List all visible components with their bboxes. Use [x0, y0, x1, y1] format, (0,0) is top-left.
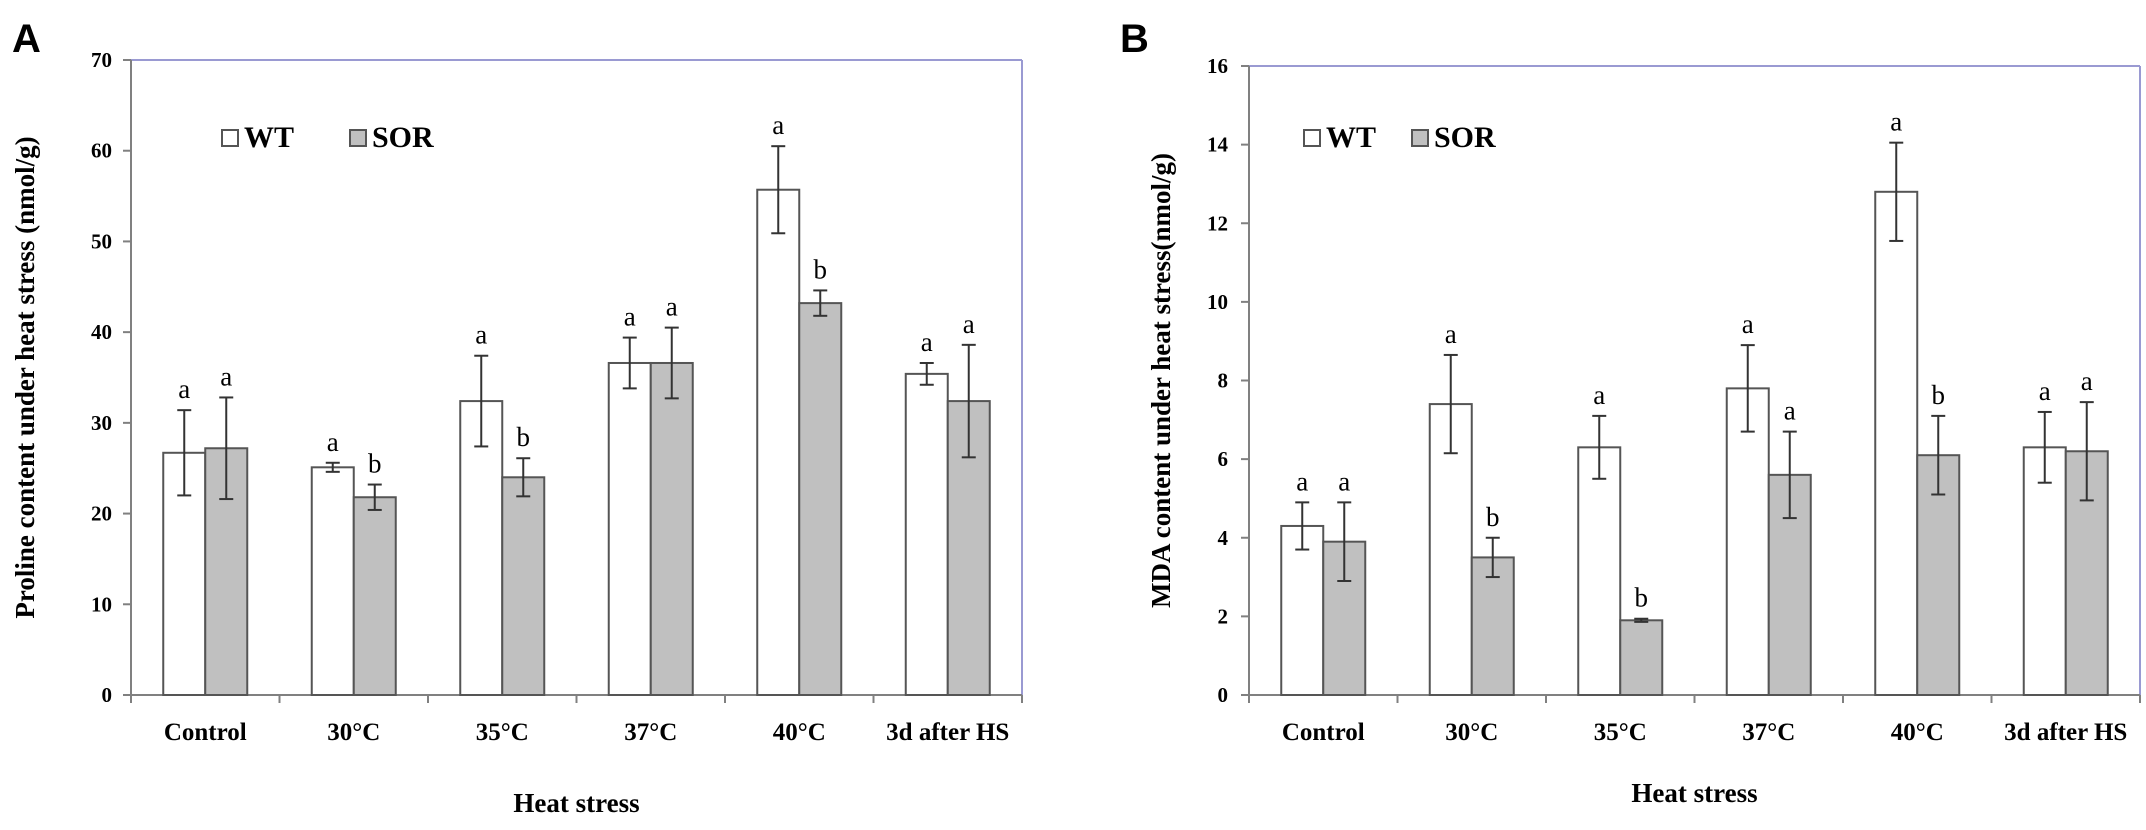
panel-b-y-tick-label: 8 [1218, 369, 1229, 393]
panel-b-y-axis-title: MDA content under heat stress(nmol/g) [1146, 153, 1176, 608]
panel-a-legend-label-sor: SOR [372, 121, 434, 154]
panel-b-significance-label: b [1635, 583, 1649, 613]
panel-a-y-tick-label: 10 [91, 592, 112, 616]
panel-a-legend-label-wt: WT [244, 121, 294, 154]
panel-a-x-tick-label: 30°C [327, 719, 380, 746]
panel-b-bar-sor [1619, 619, 1664, 697]
panel-a-significance-label: b [517, 422, 531, 452]
panel-b-significance-label: a [1890, 107, 1902, 137]
panel-b-x-tick-label: 40°C [1891, 719, 1944, 746]
panel-a-significance-label: a [475, 320, 487, 350]
panel-a-x-axis-title: Heat stress [513, 788, 639, 818]
panel-b-significance-label: a [1784, 396, 1796, 426]
panel-b-x-tick-label: 35°C [1594, 719, 1647, 746]
panel-a-bar-wt [756, 188, 801, 696]
panel-a-bar-wt [904, 372, 949, 696]
panel-b-significance-label: a [1742, 309, 1754, 339]
panel-b-x-axis-title: Heat stress [1631, 778, 1757, 808]
panel-a-y-tick-label: 30 [91, 411, 112, 435]
panel-a-bar-sor [798, 302, 843, 696]
panel-a-x-tick-label: 3d after HS [886, 719, 1009, 746]
panel-b-bar-wt [1577, 446, 1622, 696]
panel-a-bar-wt [607, 361, 652, 696]
panel-b-legend-swatch-wt [1303, 129, 1321, 147]
panel-b-x-tick-label: Control [1282, 719, 1365, 746]
panel-b-bar-wt [1280, 524, 1325, 696]
panel-b-significance-label: a [2081, 366, 2093, 396]
panel-b-significance-label: a [1445, 319, 1457, 349]
panel-b-significance-label: a [1338, 466, 1350, 496]
panel-b-y-tick-label: 12 [1207, 211, 1228, 235]
panel-b-x-tick-label: 3d after HS [2004, 719, 2127, 746]
panel-a-bar-sor [352, 496, 397, 696]
panel-a-letter: A [12, 17, 41, 61]
panel-a-significance-label: a [327, 427, 339, 457]
panel-b-significance-label: b [1486, 502, 1500, 532]
panel-a-bar-wt [310, 466, 355, 696]
panel-b-bar-wt [1725, 387, 1770, 696]
panel-a-bar-sor [501, 476, 546, 696]
panel-b-y-tick-label: 6 [1218, 447, 1229, 471]
panel-a-y-tick-label: 0 [102, 683, 113, 707]
panel-a-significance-label: b [814, 254, 828, 284]
panel-b-y-tick-label: 14 [1207, 133, 1229, 157]
panel-a-significance-label: a [178, 374, 190, 404]
panel-a-bar-sor [649, 361, 694, 696]
panel-a-x-tick-label: 35°C [476, 719, 529, 746]
panel-b-significance-label: a [1593, 380, 1605, 410]
panel-a-y-tick-label: 40 [91, 320, 112, 344]
panel-b-legend-swatch-sor [1411, 129, 1429, 147]
panel-b-y-tick-label: 4 [1218, 526, 1229, 550]
panel-a-significance-label: a [666, 292, 678, 322]
panel-a-bar-wt [459, 400, 504, 696]
panel-a-legend-swatch-wt [221, 129, 239, 147]
panel-b-significance-label: a [1296, 466, 1308, 496]
panel-a-significance-label: a [921, 327, 933, 357]
panel-b-x-tick-label: 37°C [1742, 719, 1795, 746]
panel-b-y-tick-label: 2 [1218, 604, 1229, 628]
panel-a-significance-label: a [220, 361, 232, 391]
panel-a-y-axis-title: Proline content under heat stress (nmol/… [10, 136, 40, 618]
panel-b-significance-label: b [1932, 380, 1946, 410]
panel-b-x-tick-label: 30°C [1445, 719, 1498, 746]
panel-a-y-tick-label: 50 [91, 229, 112, 253]
panel-a-significance-label: b [368, 449, 382, 479]
panel-a-y-tick-label: 70 [91, 48, 112, 72]
panel-b-letter: B [1120, 17, 1149, 61]
panel-a-x-tick-label: 37°C [624, 719, 677, 746]
panel-a-significance-label: a [772, 110, 784, 140]
panel-b-bar-wt [2022, 446, 2067, 696]
panel-a-significance-label: a [963, 309, 975, 339]
panel-a-legend-swatch-sor [349, 129, 367, 147]
panel-a-x-tick-label: Control [164, 719, 247, 746]
panel-b-bar-wt [1874, 190, 1919, 697]
panel-a-y-tick-label: 20 [91, 502, 112, 526]
panel-b-y-tick-label: 0 [1218, 683, 1229, 707]
panel-a-x-tick-label: 40°C [773, 719, 826, 746]
panel-b-legend-label-wt: WT [1326, 121, 1376, 154]
panel-a-significance-label: a [624, 302, 636, 332]
panel-a-y-tick-label: 60 [91, 139, 112, 163]
panel-b-bar-sor [1470, 556, 1515, 696]
panel-b-y-tick-label: 10 [1207, 290, 1228, 314]
panel-b-y-tick-label: 16 [1207, 54, 1228, 78]
panel-b-legend-label-sor: SOR [1434, 121, 1496, 154]
panel-b-significance-label: a [2039, 376, 2051, 406]
